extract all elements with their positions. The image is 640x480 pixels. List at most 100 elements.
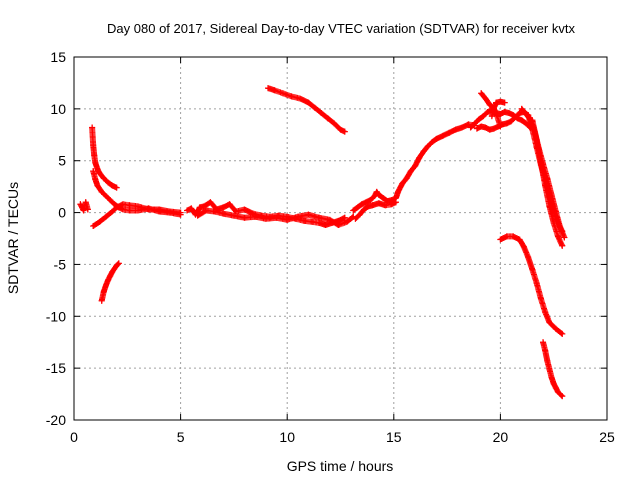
data-point	[226, 201, 233, 208]
data-point	[82, 199, 89, 206]
data-point	[335, 222, 342, 229]
data-point	[211, 208, 218, 215]
data-point	[311, 104, 318, 111]
data-point	[337, 126, 344, 133]
data-point	[100, 288, 107, 295]
data-point	[177, 209, 184, 216]
data-point	[403, 175, 410, 182]
data-point	[94, 166, 101, 173]
data-point	[309, 218, 316, 225]
data-point	[486, 101, 493, 108]
data-point	[478, 123, 485, 130]
x-tick-label: 25	[599, 429, 615, 445]
data-point	[550, 219, 557, 226]
data-point	[520, 243, 527, 250]
series-arc-n	[488, 98, 508, 120]
data-point	[126, 207, 133, 214]
data-point	[105, 179, 112, 186]
data-point	[288, 93, 295, 100]
data-point	[480, 113, 487, 120]
data-point	[252, 213, 259, 220]
data-point	[113, 204, 120, 211]
data-point	[316, 214, 323, 221]
data-point	[324, 115, 331, 122]
data-point	[542, 309, 549, 316]
series-arc-r	[497, 233, 566, 337]
data-point	[279, 90, 286, 97]
series-arc-j	[352, 199, 399, 222]
data-point	[561, 234, 568, 241]
data-point	[542, 182, 549, 189]
data-point	[356, 211, 363, 218]
data-point	[512, 114, 519, 121]
data-point	[491, 104, 498, 111]
series-arc-q	[529, 117, 566, 249]
data-point	[109, 268, 116, 275]
data-point	[540, 339, 547, 346]
data-point	[296, 95, 303, 102]
data-point	[358, 201, 365, 208]
data-point	[350, 207, 357, 214]
x-tick-label: 20	[493, 429, 509, 445]
data-point	[525, 112, 532, 119]
data-point	[546, 203, 553, 210]
axis-ticks: 0 5 10 15 20 25 -20 -15 -10 -5 0 5 10 15	[46, 49, 615, 445]
data-point	[241, 206, 248, 213]
data-point	[382, 202, 389, 209]
y-tick-label: 15	[50, 49, 66, 65]
y-tick-label: 5	[58, 153, 66, 169]
data-point	[120, 201, 127, 208]
data-point	[452, 126, 459, 133]
data-point	[80, 207, 87, 214]
data-point	[516, 110, 523, 117]
data-point	[375, 191, 382, 198]
data-point	[352, 215, 359, 222]
data-point	[369, 202, 376, 209]
data-point	[559, 242, 566, 249]
x-tick-label: 0	[70, 429, 78, 445]
data-point	[380, 195, 387, 202]
data-point	[518, 117, 525, 124]
data-point	[183, 207, 190, 214]
data-point	[552, 384, 559, 391]
data-point	[486, 126, 493, 133]
x-tick-label: 10	[279, 429, 295, 445]
data-point	[482, 124, 489, 131]
y-tick-label: -5	[54, 256, 67, 272]
data-point	[392, 199, 399, 206]
data-point	[407, 168, 414, 175]
series-arc-h	[265, 85, 348, 135]
data-point	[516, 236, 523, 243]
data-point	[559, 228, 566, 235]
data-point	[105, 276, 112, 283]
x-tick-label: 5	[177, 429, 185, 445]
data-point	[395, 188, 402, 195]
data-point	[90, 168, 97, 175]
data-point	[459, 124, 466, 131]
data-point	[429, 139, 436, 146]
data-point	[388, 201, 395, 208]
data-point	[484, 108, 491, 115]
data-point	[412, 162, 419, 169]
data-point	[501, 99, 508, 106]
data-point	[467, 124, 474, 131]
data-point	[262, 215, 269, 222]
series-arc-a	[77, 199, 91, 214]
data-point	[98, 297, 105, 304]
data-point	[505, 110, 512, 117]
data-point	[537, 295, 544, 302]
data-point	[433, 135, 440, 142]
data-point	[273, 214, 280, 221]
data-point	[493, 99, 500, 106]
data-point	[156, 206, 163, 213]
data-point	[207, 199, 214, 206]
data-point	[482, 95, 489, 102]
data-point	[188, 205, 195, 212]
data-point	[100, 175, 107, 182]
series-arc-s	[540, 339, 566, 400]
data-point	[446, 129, 453, 136]
data-point	[126, 202, 133, 209]
data-point	[294, 213, 301, 220]
data-point	[91, 152, 98, 159]
